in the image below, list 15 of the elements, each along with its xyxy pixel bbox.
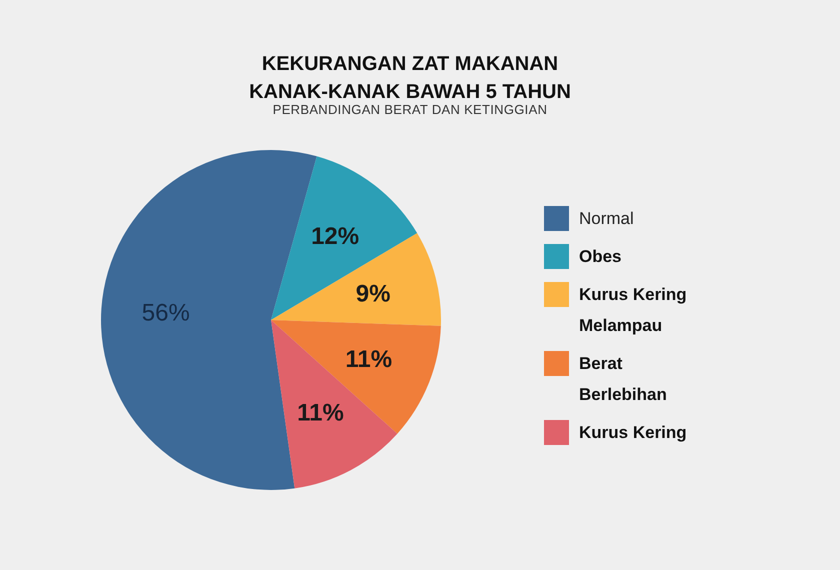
chart-subtitle: PERBANDINGAN BERAT DAN KETINGGIAN (272, 102, 548, 117)
legend-label: Kurus Kering (579, 422, 688, 444)
pie-slice (271, 156, 418, 320)
pie-slice (271, 320, 441, 434)
data-label: 56% (142, 299, 190, 326)
legend-label: Obes (579, 246, 623, 268)
legend-label: Normal (579, 208, 635, 230)
chart-title: KEKURANGAN ZAT MAKANAN KANAK-KANAK BAWAH 5 TAHUN (248, 52, 572, 104)
legend-label: Berat Berlebihan (579, 353, 668, 406)
data-label: 11% (345, 346, 392, 373)
pie-slice (271, 320, 398, 488)
data-label: 9% (356, 280, 390, 308)
data-label: 11% (297, 400, 344, 427)
legend-label: Kurus Kering Melampau (579, 284, 688, 337)
data-label: 12% (311, 222, 360, 250)
